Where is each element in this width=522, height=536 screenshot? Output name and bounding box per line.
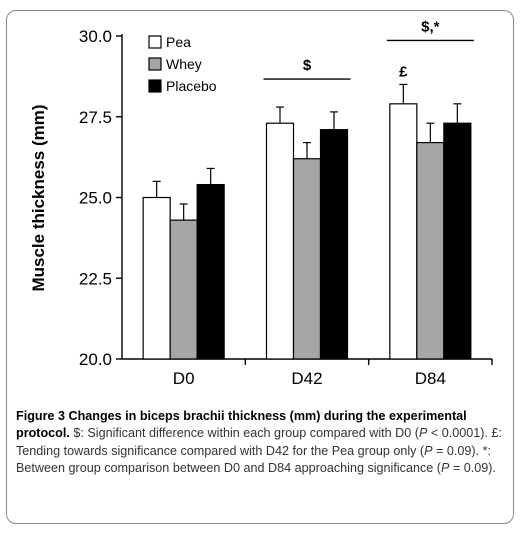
y-tick-label: 30.0	[79, 27, 112, 46]
chart-error-bars	[152, 83, 462, 221]
bar	[196, 183, 225, 360]
x-tick-label: D0	[173, 369, 195, 388]
significance-label: $	[303, 57, 312, 74]
bar	[319, 129, 349, 360]
bar	[416, 141, 445, 360]
y-axis-label: Muscle thickness (mm)	[29, 104, 48, 291]
bar	[443, 122, 472, 360]
significance-marker: £	[399, 63, 408, 80]
caption-body: $: Significant difference within each gr…	[16, 426, 502, 475]
caption-part: = 0.09). *: Between group comparison bet…	[16, 443, 491, 475]
chart-annotations: $ $,* £	[263, 18, 474, 80]
bar	[142, 196, 171, 360]
caption-part: $: Significant difference within each gr…	[69, 426, 419, 441]
legend-label: Placebo	[166, 78, 217, 94]
bar	[265, 122, 295, 360]
legend-swatch	[148, 57, 162, 71]
y-tick-label: 25.0	[79, 189, 112, 208]
legend-label: Whey	[166, 56, 202, 72]
legend-swatch	[148, 79, 162, 93]
caption-part: P	[418, 426, 428, 441]
legend-label: Pea	[166, 34, 191, 50]
y-tick-label: 22.5	[79, 269, 112, 288]
caption-part: < 0.0001). £: Tending towards significan…	[16, 426, 502, 458]
caption-part: P	[440, 460, 450, 475]
y-tick-label: 27.5	[79, 108, 112, 127]
figure-caption: Figure 3 Changes in biceps brachii thick…	[16, 408, 508, 477]
caption-part: = 0.09).	[449, 460, 496, 475]
chart-bars	[142, 103, 472, 360]
bar	[292, 158, 322, 360]
significance-label: $,*	[421, 18, 440, 35]
legend-swatch	[148, 35, 162, 49]
caption-part: P	[424, 443, 433, 458]
caption-title: Figure 3 Changes in biceps brachii thick…	[16, 409, 467, 441]
bar-chart: 20.0 22.5 25.0 27.5 30.0 D0 D42 D84 $ $,* £ Pea Wh…	[29, 18, 493, 388]
bar	[389, 103, 418, 360]
bar	[169, 219, 198, 360]
y-tick-label: 20.0	[79, 350, 112, 369]
x-tick-label: D84	[415, 369, 446, 388]
x-tick-label: D42	[291, 369, 322, 388]
chart-legend: Pea Whey Placebo	[148, 34, 217, 94]
